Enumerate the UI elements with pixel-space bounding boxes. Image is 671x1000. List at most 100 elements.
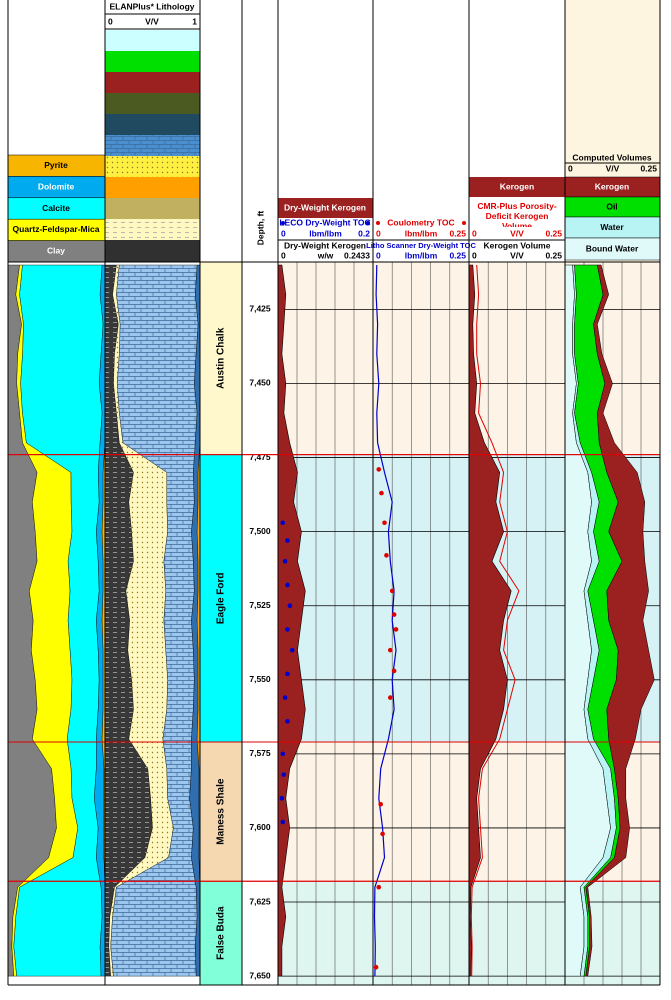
legend-label: Pyrite [44,160,68,170]
scale-unit: V/V [145,16,159,26]
track-title-box [278,198,373,218]
lith-block [105,240,200,262]
zone-band [200,742,242,882]
scale-min: 0 [472,228,477,238]
legend-dot [366,221,370,225]
scale-max: 1 [192,16,197,26]
lithology-pattern [110,265,199,977]
lith-block [105,72,200,93]
lith-block-pattern [105,219,200,240]
zone-tint [373,454,469,743]
lithology-pattern [105,265,153,977]
lith-block-pattern [105,135,200,156]
toc-curve [373,264,397,977]
depth-tick-label: 7,475 [249,452,271,462]
leco-point [285,671,290,677]
volume-area [585,264,655,977]
cmr-curve [470,264,520,977]
header: ELANPlus* Lithology 0 V/V 1 Depth, ft Py… [7,1,661,263]
leco-point [282,695,288,700]
lith-block [105,30,200,51]
legend-label-box: CMR-Plus Porosity-Deficit Kerogen Volume [477,201,557,227]
scale-max: 0.25 [545,250,562,260]
zone-band [200,262,242,455]
leco-point [285,627,290,632]
scale-min: 0 [376,228,381,238]
legend-label: Oil [606,201,617,211]
scale-min: 0 [281,228,286,238]
depth-tick-label: 7,550 [249,674,271,684]
coulometry-point [391,612,397,617]
depth-tick-label: 7,450 [249,378,271,388]
leco-point [285,582,290,588]
coulometry-point [384,553,389,558]
scale-max: 0.25 [449,250,466,260]
legend-label: Litho Scanner Dry-Weight TOC [366,241,476,250]
legend-dot [462,221,466,225]
leco-point [280,751,286,757]
zone-tint [278,881,373,985]
legend-label: Bound Water [586,243,639,253]
scale-unit: lbm/lbm [309,228,342,238]
legend-dot [376,221,380,225]
zone-label: Austin Chalk [216,327,227,389]
scale-min: 0 [472,250,477,260]
zone-tint [278,262,373,455]
coulometry-point [376,467,382,472]
coulometry-point [380,831,385,837]
legend-label: CMR-Plus Porosity-Deficit Kerogen Volume [477,201,557,227]
scale-unit: lbm/lbm [405,228,438,238]
scale-unit: V/V [510,228,524,238]
scale-unit: V/V [606,163,620,173]
coulometry-point [387,695,393,700]
lith-block [105,114,200,135]
depth-label: Depth, ft [255,211,265,246]
leco-point [279,796,285,801]
zone-label: Eagle Ford [216,572,227,624]
leco-point [280,520,286,526]
scale-max: 0.25 [545,228,562,238]
legend-label: Dolomite [38,181,75,191]
scale-unit: lbm/lbm [405,250,438,260]
coulometry-point [382,520,387,526]
zone-tint [373,262,469,455]
depth-tick-label: 7,650 [249,970,271,980]
lithology-header-blocks [105,30,200,262]
leco-point [281,772,287,777]
borders [7,0,661,986]
legend-label: Water [600,222,624,232]
legend-label: Kerogen [595,181,629,191]
coulometry-point [391,668,397,674]
lithology-title: ELANPlus* Lithology [110,1,195,11]
coulometry-point [387,647,393,653]
scale-unit: V/V [510,250,524,260]
scale-unit: w/w [317,250,334,260]
legend-label: Kerogen Volume [484,240,551,250]
coulometry-point [376,884,382,890]
coulometry-point [379,490,384,496]
depth-tick-label: 7,600 [249,822,271,832]
lith-block [105,51,200,72]
scale-min: 0 [108,16,113,26]
leco-point [285,538,290,543]
scale-min: 0 [281,250,286,260]
zone-label: Maness Shale [216,778,227,845]
leco-point [282,558,288,564]
zone-tint [469,881,565,985]
legend-label: Clay [47,246,65,256]
depth-tick-label: 7,575 [249,748,271,758]
zone-band [200,454,242,743]
legend-label: LECO Dry-Weight TOC [279,217,370,227]
lith-block [105,177,200,198]
coulometry-point [389,588,395,594]
legend-label: Coulometry TOC [387,217,454,227]
depth-tick-label: 7,500 [249,526,271,536]
leco-point [285,718,290,724]
lithology-pattern [108,265,174,977]
zone-tint [373,742,469,882]
track-title: Kerogen [500,181,534,191]
zone-label: False Buda [216,906,227,960]
zone-tint [278,742,373,882]
